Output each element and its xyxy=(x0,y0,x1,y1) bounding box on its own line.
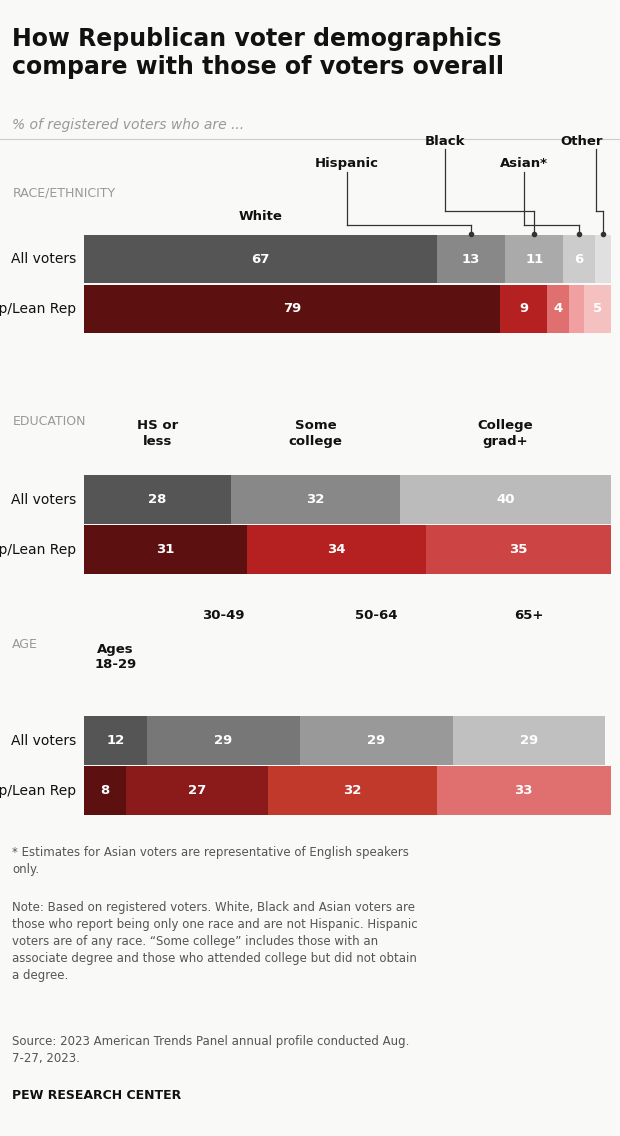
FancyBboxPatch shape xyxy=(268,767,436,816)
Text: 12: 12 xyxy=(106,734,125,747)
FancyBboxPatch shape xyxy=(231,475,400,524)
Text: Rep/Lean Rep: Rep/Lean Rep xyxy=(0,302,76,316)
Text: 32: 32 xyxy=(343,784,361,797)
FancyBboxPatch shape xyxy=(505,234,564,283)
Text: 9: 9 xyxy=(519,302,528,316)
Text: 30-49: 30-49 xyxy=(202,609,245,621)
Text: EDUCATION: EDUCATION xyxy=(12,415,86,427)
FancyBboxPatch shape xyxy=(84,475,231,524)
FancyBboxPatch shape xyxy=(564,234,595,283)
Text: Source: 2023 American Trends Panel annual profile conducted Aug.
7-27, 2023.: Source: 2023 American Trends Panel annua… xyxy=(12,1035,410,1064)
Text: 65+: 65+ xyxy=(515,609,544,621)
FancyBboxPatch shape xyxy=(400,475,611,524)
FancyBboxPatch shape xyxy=(300,717,453,766)
Text: 4: 4 xyxy=(554,302,562,316)
Text: 35: 35 xyxy=(509,543,528,557)
Text: College
grad+: College grad+ xyxy=(477,419,533,448)
Text: 40: 40 xyxy=(496,493,515,507)
Text: 5: 5 xyxy=(593,302,602,316)
FancyBboxPatch shape xyxy=(569,284,584,334)
Text: Ages
18-29: Ages 18-29 xyxy=(94,643,136,671)
Text: All voters: All voters xyxy=(11,252,76,266)
FancyBboxPatch shape xyxy=(126,767,268,816)
FancyBboxPatch shape xyxy=(84,234,436,283)
Text: How Republican voter demographics
compare with those of voters overall: How Republican voter demographics compar… xyxy=(12,27,505,80)
FancyBboxPatch shape xyxy=(147,717,300,766)
Text: 34: 34 xyxy=(327,543,346,557)
Text: Some
college: Some college xyxy=(289,419,342,448)
Text: PEW RESEARCH CENTER: PEW RESEARCH CENTER xyxy=(12,1089,182,1102)
FancyBboxPatch shape xyxy=(584,284,611,334)
FancyBboxPatch shape xyxy=(84,525,247,575)
Text: Rep/Lean Rep: Rep/Lean Rep xyxy=(0,543,76,557)
Text: HS or
less: HS or less xyxy=(137,419,178,448)
Text: RACE/ETHNICITY: RACE/ETHNICITY xyxy=(12,186,115,199)
Text: Rep/Lean Rep: Rep/Lean Rep xyxy=(0,784,76,797)
Text: 8: 8 xyxy=(100,784,109,797)
Text: 29: 29 xyxy=(367,734,385,747)
FancyBboxPatch shape xyxy=(84,767,126,816)
FancyBboxPatch shape xyxy=(84,284,500,334)
Text: Note: Based on registered voters. White, Black and Asian voters are
those who re: Note: Based on registered voters. White,… xyxy=(12,901,418,982)
Text: 11: 11 xyxy=(525,252,543,266)
Text: All voters: All voters xyxy=(11,734,76,747)
FancyBboxPatch shape xyxy=(500,284,547,334)
FancyBboxPatch shape xyxy=(436,234,505,283)
Text: 33: 33 xyxy=(515,784,533,797)
Text: 13: 13 xyxy=(462,252,480,266)
Text: 79: 79 xyxy=(283,302,301,316)
Text: 32: 32 xyxy=(306,493,325,507)
Text: 29: 29 xyxy=(520,734,538,747)
Text: AGE: AGE xyxy=(12,638,38,651)
FancyBboxPatch shape xyxy=(595,234,611,283)
Text: % of registered voters who are ...: % of registered voters who are ... xyxy=(12,118,244,132)
FancyBboxPatch shape xyxy=(247,525,427,575)
FancyBboxPatch shape xyxy=(84,717,147,766)
Text: 31: 31 xyxy=(156,543,175,557)
Text: 28: 28 xyxy=(148,493,167,507)
Text: Black: Black xyxy=(425,135,466,148)
Text: White: White xyxy=(238,210,282,223)
FancyBboxPatch shape xyxy=(547,284,569,334)
Text: Other: Other xyxy=(560,135,603,148)
Text: 6: 6 xyxy=(575,252,583,266)
Text: All voters: All voters xyxy=(11,493,76,507)
Text: 67: 67 xyxy=(251,252,270,266)
Text: * Estimates for Asian voters are representative of English speakers
only.: * Estimates for Asian voters are represe… xyxy=(12,846,409,876)
FancyBboxPatch shape xyxy=(427,525,611,575)
Text: Hispanic: Hispanic xyxy=(315,158,379,170)
FancyBboxPatch shape xyxy=(436,767,611,816)
Text: 27: 27 xyxy=(188,784,206,797)
FancyBboxPatch shape xyxy=(453,717,605,766)
Text: Asian*: Asian* xyxy=(500,158,548,170)
Text: 29: 29 xyxy=(215,734,232,747)
Text: 50-64: 50-64 xyxy=(355,609,397,621)
